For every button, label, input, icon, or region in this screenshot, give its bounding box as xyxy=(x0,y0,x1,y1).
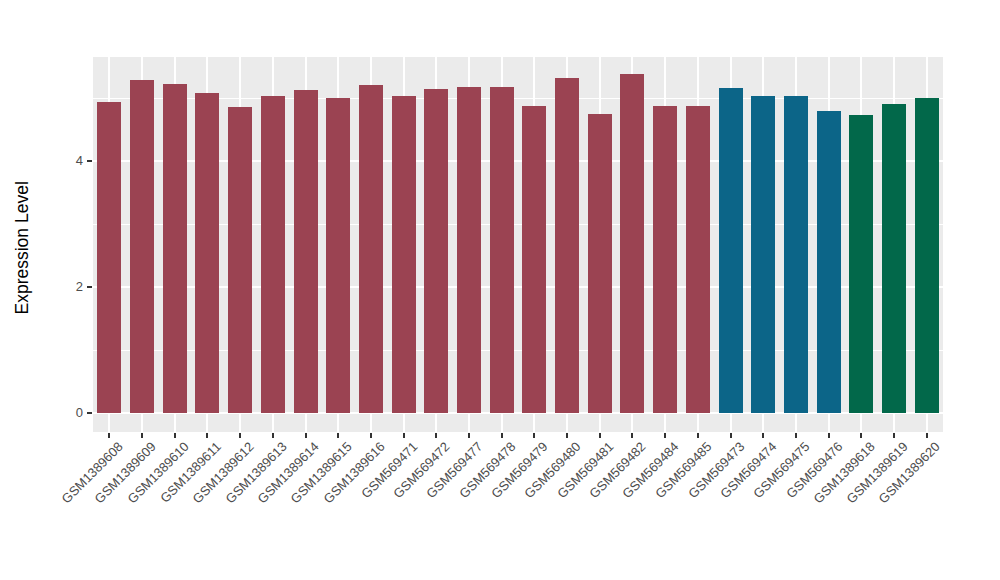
bar-GSM1389618 xyxy=(849,115,873,413)
bar-GSM1389616 xyxy=(359,85,383,413)
x-tick-mark xyxy=(141,433,143,438)
bar-GSM1389619 xyxy=(882,104,906,413)
bar-GSM1389612 xyxy=(228,107,252,413)
bar-GSM569477 xyxy=(457,87,481,413)
bar-GSM569484 xyxy=(653,106,677,413)
x-tick-mark xyxy=(468,433,470,438)
bar-GSM569485 xyxy=(686,106,710,413)
x-tick-mark xyxy=(239,433,241,438)
bar-GSM569478 xyxy=(490,87,514,413)
x-tick-mark xyxy=(435,433,437,438)
bar-GSM1389610 xyxy=(163,84,187,413)
gridline-minor-y3 xyxy=(93,224,943,225)
gridline-major-y0 xyxy=(93,412,943,414)
bar-GSM1389613 xyxy=(261,96,285,413)
x-tick-mark xyxy=(828,433,830,438)
x-tick-mark xyxy=(926,433,928,438)
x-tick-mark xyxy=(370,433,372,438)
x-tick-mark xyxy=(860,433,862,438)
x-tick-mark xyxy=(730,433,732,438)
plot-panel xyxy=(93,57,943,432)
bar-GSM569473 xyxy=(719,88,743,413)
bar-GSM569471 xyxy=(392,96,416,413)
gridline-major-y2 xyxy=(93,286,943,288)
bar-GSM1389614 xyxy=(294,90,318,413)
bar-GSM1389620 xyxy=(915,98,939,413)
x-tick-mark xyxy=(599,433,601,438)
bar-GSM569474 xyxy=(751,96,775,413)
x-tick-mark xyxy=(893,433,895,438)
x-tick-mark xyxy=(501,433,503,438)
bar-chart-figure: Expression Level 024GSM1389608GSM1389609… xyxy=(0,0,1000,580)
y-axis-title: Expression Level xyxy=(12,195,33,315)
x-tick-mark xyxy=(174,433,176,438)
x-tick-mark xyxy=(697,433,699,438)
x-tick-mark xyxy=(762,433,764,438)
y-tick-mark xyxy=(87,286,92,288)
bar-GSM1389615 xyxy=(326,98,350,413)
x-tick-mark xyxy=(403,433,405,438)
x-tick-mark xyxy=(631,433,633,438)
bar-GSM569475 xyxy=(784,96,808,413)
y-tick-label: 4 xyxy=(55,153,83,169)
x-tick-mark xyxy=(108,433,110,438)
bar-GSM569472 xyxy=(424,89,448,413)
x-tick-mark xyxy=(272,433,274,438)
y-tick-label: 0 xyxy=(55,405,83,421)
bar-GSM1389609 xyxy=(130,80,154,413)
x-tick-mark xyxy=(206,433,208,438)
gridline-minor-y1 xyxy=(93,350,943,351)
bar-GSM1389608 xyxy=(97,102,121,413)
gridline-major-y4 xyxy=(93,160,943,162)
x-tick-mark xyxy=(337,433,339,438)
bar-GSM1389611 xyxy=(195,93,219,413)
bar-GSM569481 xyxy=(588,114,612,413)
x-tick-mark xyxy=(305,433,307,438)
y-tick-mark xyxy=(87,160,92,162)
gridline-minor-y5 xyxy=(93,98,943,99)
x-tick-mark xyxy=(533,433,535,438)
bar-GSM569482 xyxy=(620,74,644,413)
bar-GSM569476 xyxy=(817,111,841,413)
y-tick-mark xyxy=(87,412,92,414)
y-tick-label: 2 xyxy=(55,279,83,295)
bar-GSM569480 xyxy=(555,78,579,413)
x-tick-mark xyxy=(566,433,568,438)
bar-GSM569479 xyxy=(522,106,546,413)
x-tick-mark xyxy=(664,433,666,438)
x-tick-mark xyxy=(795,433,797,438)
